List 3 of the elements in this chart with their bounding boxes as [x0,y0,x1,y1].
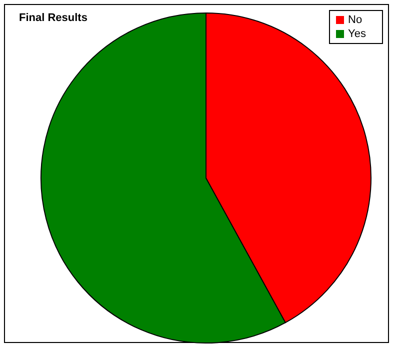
chart-title: Final Results [19,12,88,24]
legend-label: Yes [348,28,366,40]
legend-label: No [348,14,362,26]
